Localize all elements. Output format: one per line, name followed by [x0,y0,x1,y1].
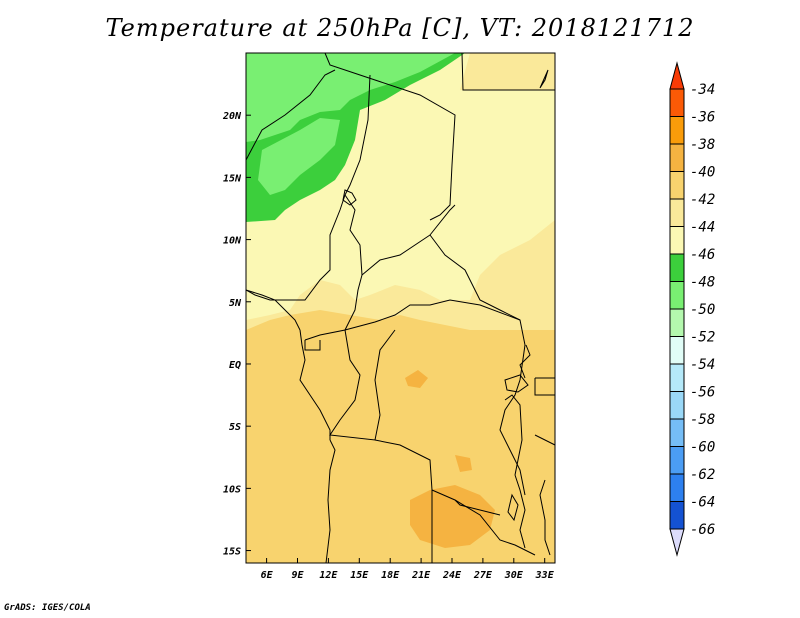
colorbar-label: -64 [690,495,715,511]
lat-tick-label: 15N [223,173,242,184]
colorbar-swatch [669,171,685,200]
lon-tick-label: 12E [319,570,338,581]
country-borders [245,52,556,564]
lon-tick-label: 33E [535,570,555,581]
colorbar-label: -42 [690,192,715,208]
colorbar-label: -38 [690,137,715,153]
colorbar-swatch [669,281,685,310]
colorbar-swatch [669,501,685,530]
colorbar-label: -34 [690,82,715,98]
colorbar-label: -66 [690,522,715,538]
colorbar-label: -58 [690,412,715,428]
lon-tick-label: 27E [473,570,493,581]
field-band-48-46-north [246,53,455,142]
colorbar-swatch [669,308,685,337]
colorbar-label: -50 [690,302,715,318]
field-band-38-36-south [410,485,495,548]
lon-tick-label: 21E [411,570,431,581]
colorbar-swatch [669,88,685,117]
lon-tick-label: 18E [381,570,400,581]
colorbar-label: -60 [690,440,715,456]
lakes [342,69,549,522]
colorbar-label: -56 [690,385,715,401]
longitude-axis: 6E 9E 12E 15E 18E 21E 24E 27E 30E 33E [261,558,555,581]
colorbar-swatch [669,473,685,502]
temperature-field-map: 20N 15N 10N 5N EQ 5S 10S 15S 6E 9E 12E 15E 18E 21E 24… [222,52,556,581]
lat-tick-label: 5N [229,298,242,309]
lat-tick-label: EQ [229,360,241,371]
field-band-38-36-small [455,455,472,472]
colorbar-swatch [669,418,685,447]
lon-tick-label: 30E [504,570,524,581]
lat-tick-label: 20N [222,111,242,122]
colorbar-label: -54 [690,357,715,373]
colorbar-label: -44 [690,220,715,236]
lat-tick-label: 5S [229,422,241,433]
colorbar-label: -40 [690,165,715,181]
field-band-48-46-south [258,118,340,195]
grads-credit: GrADS: IGES/COLA [4,603,91,613]
colorbar-swatch [669,253,685,282]
lat-tick-label: 10S [223,484,241,495]
lat-tick-label: 15S [223,547,241,558]
latitude-axis: 20N 15N 10N 5N EQ 5S 10S 15S [222,111,251,558]
colorbar-label: -62 [690,467,715,483]
colorbar-swatch [669,391,685,420]
colorbar-swatch [669,336,685,365]
lat-tick-label: 10N [223,236,242,247]
lon-tick-label: 9E [291,570,304,581]
lon-tick-label: 15E [350,570,369,581]
colorbar-label: -46 [690,247,715,263]
colorbar-swatch [669,446,685,475]
colorbar-swatch [669,116,685,145]
colorbar-swatch [669,226,685,255]
colorbar-swatch [669,143,685,172]
lon-tick-label: 6E [261,570,274,581]
colorbar-label: -48 [690,275,715,291]
lon-tick-label: 24E [442,570,462,581]
colorbar-label: -52 [690,330,715,346]
colorbar-top-arrow [669,61,685,90]
colorbar-swatch [669,363,685,392]
colorbar-label: -36 [690,110,715,126]
colorbar-swatch [669,198,685,227]
colorbar-bottom-arrow [669,528,685,557]
colorbar: -34 -36 -38 -40 -42 -44 -46 -48 -50 -52 -54 -56 -58 -… [669,61,715,557]
chart-title: Temperature at 250hPa [C], VT: 201812171… [105,14,695,42]
field-band-38-36-center [405,370,428,388]
map-frame [245,52,556,564]
